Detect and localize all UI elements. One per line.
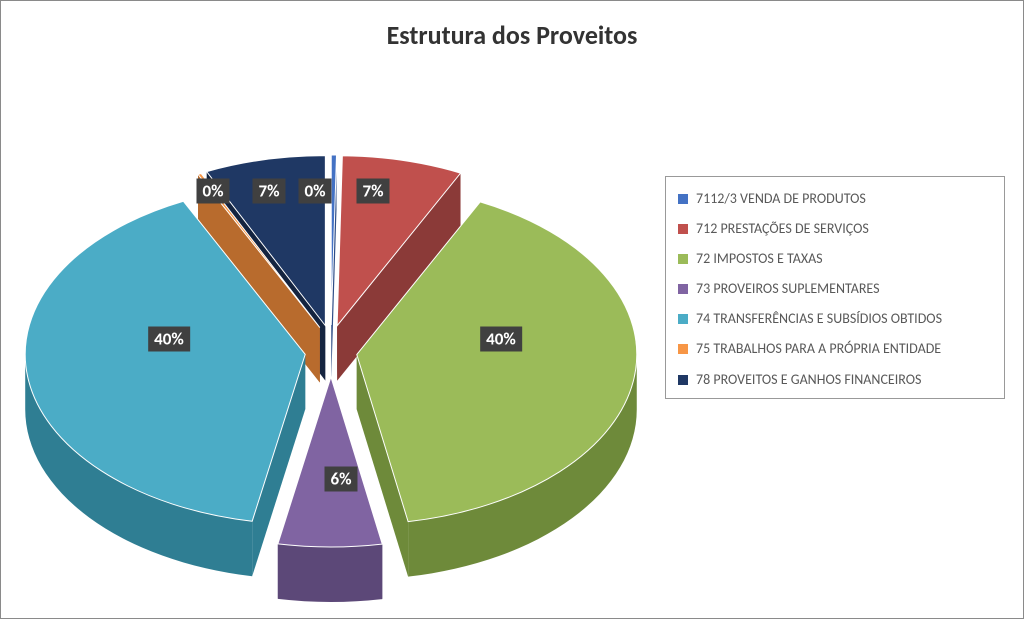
legend-swatch: [678, 194, 688, 204]
legend-swatch: [678, 375, 688, 385]
pie-data-label: 7%: [252, 179, 285, 204]
legend-swatch: [678, 254, 688, 264]
legend-item: 78 PROVEITOS E GANHOS FINANCEIROS: [678, 372, 992, 388]
pie-data-label: 6%: [324, 467, 357, 492]
pie-data-label: 40%: [480, 327, 522, 352]
pie-data-label: 7%: [356, 179, 389, 204]
pie-slice-top: [331, 155, 336, 325]
chart-container: Estrutura dos Proveitos 0% 7% 40% 6% 40% 0% 7%…: [0, 0, 1024, 619]
legend-swatch: [678, 284, 688, 294]
legend-swatch: [678, 224, 688, 234]
legend-label: 7112/3 VENDA DE PRODUTOS: [696, 191, 992, 207]
legend-label: 72 IMPOSTOS E TAXAS: [696, 251, 992, 267]
legend-item: 7112/3 VENDA DE PRODUTOS: [678, 191, 992, 207]
pie-data-label: 0%: [298, 179, 331, 204]
legend-item: 73 PROVEIROS SUPLEMENTARES: [678, 281, 992, 297]
pie-chart: 0% 7% 40% 6% 40% 0% 7%: [21, 51, 641, 611]
legend-item: 72 IMPOSTOS E TAXAS: [678, 251, 992, 267]
chart-title: Estrutura dos Proveitos: [1, 19, 1023, 51]
legend-swatch: [678, 314, 688, 324]
pie-svg: [21, 51, 641, 611]
legend-swatch: [678, 344, 688, 354]
legend-label: 78 PROVEITOS E GANHOS FINANCEIROS: [696, 372, 992, 388]
pie-data-label: 0%: [196, 179, 229, 204]
legend-item: 712 PRESTAÇÕES DE SERVIÇOS: [678, 221, 992, 237]
legend-item: 75 TRABALHOS PARA A PRÓPRIA ENTIDADE: [678, 341, 992, 357]
pie-slice-side: [278, 544, 382, 602]
legend-label: 73 PROVEIROS SUPLEMENTARES: [696, 281, 992, 297]
legend-label: 75 TRABALHOS PARA A PRÓPRIA ENTIDADE: [696, 341, 992, 357]
pie-data-label: 40%: [148, 327, 190, 352]
legend: 7112/3 VENDA DE PRODUTOS 712 PRESTAÇÕES D…: [665, 176, 1005, 399]
legend-item: 74 TRANSFERÊNCIAS E SUBSÍDIOS OBTIDOS: [678, 311, 992, 327]
legend-label: 74 TRANSFERÊNCIAS E SUBSÍDIOS OBTIDOS: [696, 311, 992, 327]
legend-label: 712 PRESTAÇÕES DE SERVIÇOS: [696, 221, 992, 237]
